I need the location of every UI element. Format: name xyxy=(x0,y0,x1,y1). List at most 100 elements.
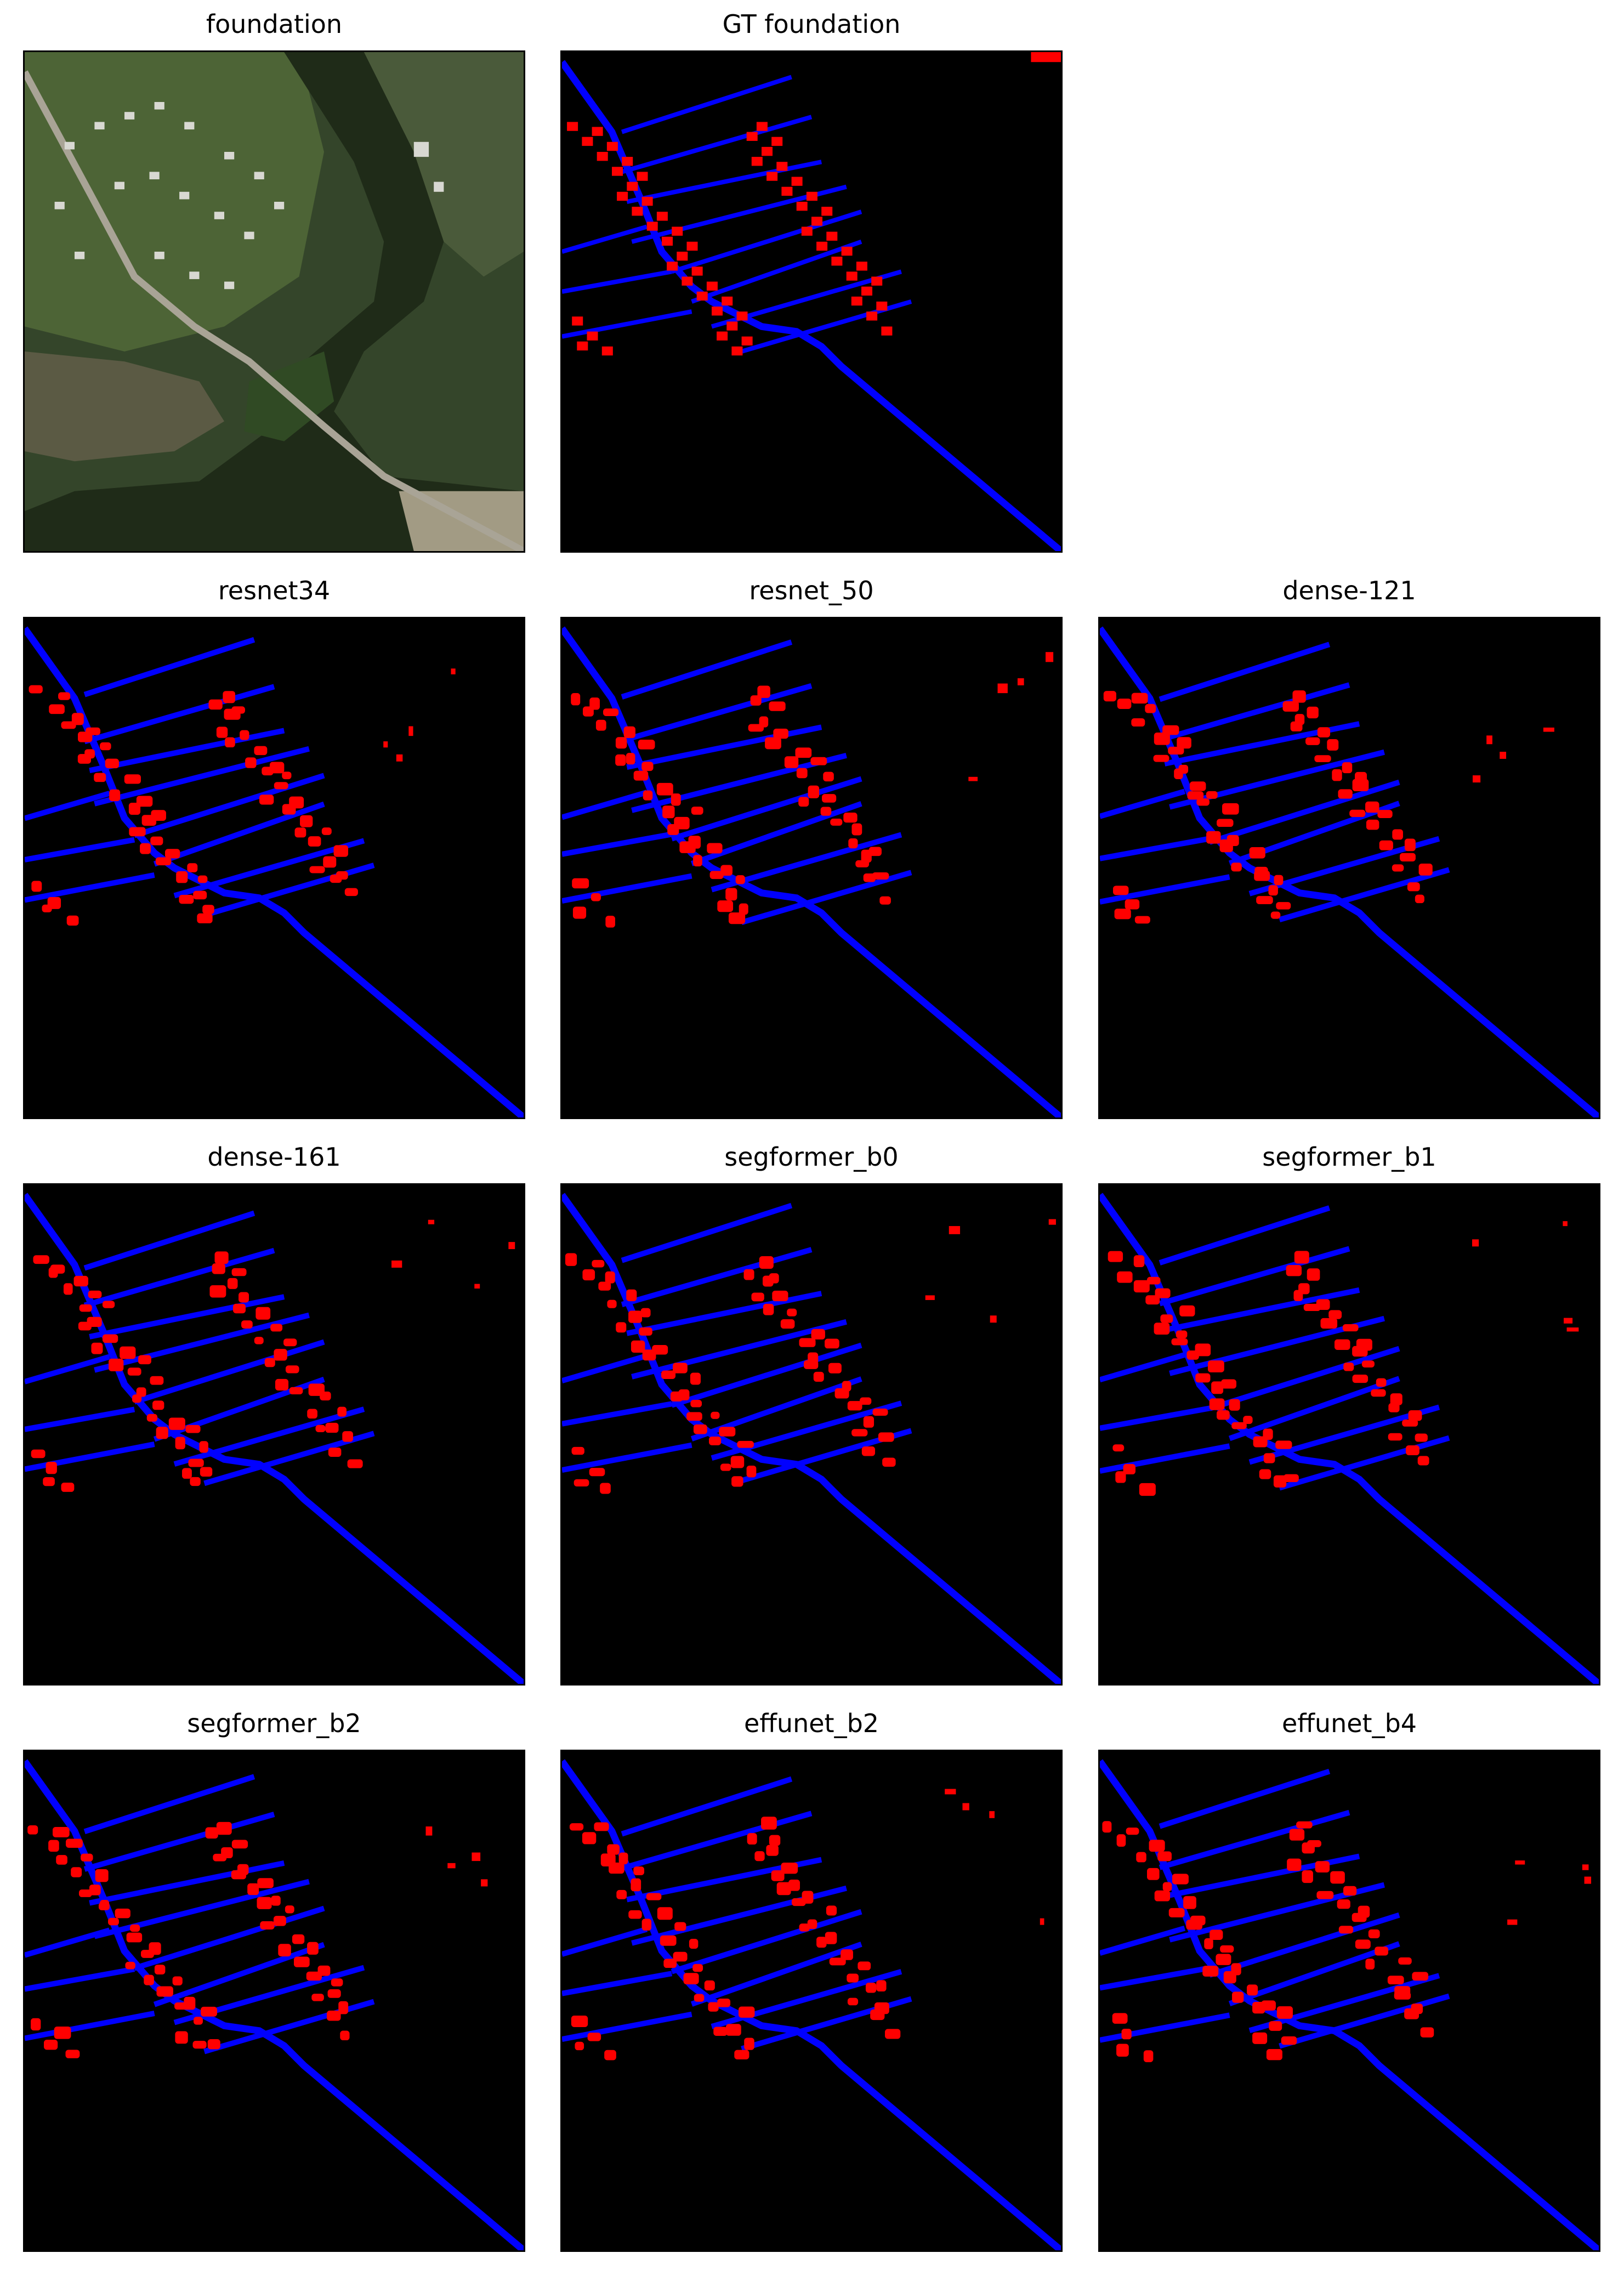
building-blob xyxy=(1292,690,1306,703)
building-blob xyxy=(240,730,249,740)
building-blob xyxy=(1355,1939,1371,1949)
building-blob xyxy=(481,1879,488,1887)
panel-segformer-b1: segformer_b1 xyxy=(1098,1142,1600,1686)
building-blob xyxy=(571,1446,584,1455)
building-blob xyxy=(274,1349,287,1361)
building-blob xyxy=(87,1316,102,1327)
building-blob xyxy=(311,1994,324,2001)
building-blob xyxy=(858,1961,871,1971)
building-blob xyxy=(91,1342,103,1354)
building-blob xyxy=(29,685,43,694)
building-blob xyxy=(108,1917,119,1926)
building-blob xyxy=(686,241,698,251)
road-segment xyxy=(562,309,692,339)
road-segment xyxy=(691,239,862,304)
building-blob xyxy=(766,172,778,181)
road-segment xyxy=(621,639,793,700)
building-blob xyxy=(601,346,613,356)
building-blob xyxy=(615,737,627,749)
building-blob xyxy=(223,691,235,703)
building-blob xyxy=(1284,1474,1299,1483)
building-blob xyxy=(656,782,673,796)
road-segment xyxy=(1100,836,1211,861)
building-blob xyxy=(1231,862,1242,872)
building-blob xyxy=(151,810,166,821)
building-blob xyxy=(52,1826,70,1837)
building-blob xyxy=(739,903,748,915)
building-blob xyxy=(633,770,649,781)
building-blob xyxy=(762,146,773,156)
building-blob xyxy=(1131,718,1145,727)
building-blob xyxy=(225,737,235,748)
building-blob xyxy=(632,207,643,216)
building-blob xyxy=(227,1278,238,1289)
building-blob xyxy=(587,2033,601,2041)
road-segment xyxy=(626,724,822,770)
building-blob xyxy=(325,1422,339,1433)
building-blob xyxy=(308,836,321,847)
segmentation-mask xyxy=(560,1750,1063,2252)
road-segment xyxy=(562,1442,692,1473)
building-blob xyxy=(831,257,843,266)
building-blob xyxy=(1275,1440,1292,1449)
building-blob xyxy=(1388,1433,1402,1441)
building-blob xyxy=(631,1340,645,1353)
building-blob xyxy=(628,1310,643,1323)
building-blob xyxy=(241,1320,253,1329)
building-blob xyxy=(688,836,701,849)
road-segment xyxy=(25,2011,155,2041)
building-blob xyxy=(66,1838,83,1848)
building-blob xyxy=(193,2017,203,2025)
building-blob xyxy=(1155,1288,1171,1298)
building-blob xyxy=(149,1942,161,1955)
building-blob xyxy=(615,754,626,766)
building-blob xyxy=(1371,1389,1386,1397)
building-blob xyxy=(1211,1381,1224,1394)
road-segment xyxy=(1100,1443,1230,1474)
building-blob xyxy=(212,1263,225,1274)
building-blob xyxy=(820,807,832,816)
building-blob xyxy=(1270,911,1281,919)
road-segment xyxy=(1159,1205,1331,1265)
building-blob xyxy=(1274,875,1284,886)
building-blob xyxy=(231,1840,248,1849)
road-segment xyxy=(1100,1405,1211,1431)
building-blob xyxy=(50,1264,65,1274)
building-blob xyxy=(1281,2036,1297,2045)
building-blob xyxy=(795,747,812,758)
building-blob xyxy=(292,1934,305,1944)
road-segment xyxy=(89,728,285,774)
building-blob xyxy=(193,890,207,900)
building-blob xyxy=(735,875,745,884)
building-blob xyxy=(874,2002,889,2014)
building-blob xyxy=(1365,1959,1375,1970)
building-blob xyxy=(1117,699,1132,710)
building-blob xyxy=(136,796,153,807)
building-blob xyxy=(1103,691,1116,702)
building-blob xyxy=(713,2027,728,2036)
building-blob xyxy=(1254,866,1268,879)
building-blob xyxy=(1390,1393,1402,1405)
building-blob xyxy=(731,1476,743,1487)
building-blob xyxy=(1190,1915,1206,1926)
building-blob xyxy=(208,699,223,710)
building-blob xyxy=(607,1844,620,1855)
panel-title: foundation xyxy=(206,9,343,39)
building-blob xyxy=(391,1260,402,1268)
building-blob xyxy=(231,706,245,714)
building-blob xyxy=(1415,1433,1428,1442)
building-blob xyxy=(31,1449,46,1459)
building-blob xyxy=(283,1338,297,1347)
building-blob xyxy=(598,1281,611,1291)
building-blob xyxy=(1178,764,1189,774)
building-blob xyxy=(1334,1339,1350,1350)
building-blob xyxy=(737,1440,754,1448)
building-blob xyxy=(254,1337,264,1344)
road-segment xyxy=(671,209,862,274)
building-blob xyxy=(254,746,268,756)
building-blob xyxy=(1112,1444,1125,1452)
building-blob xyxy=(766,1845,779,1856)
building-blob xyxy=(1472,1239,1479,1247)
building-blob xyxy=(605,1271,615,1284)
building-blob xyxy=(260,1921,275,1930)
